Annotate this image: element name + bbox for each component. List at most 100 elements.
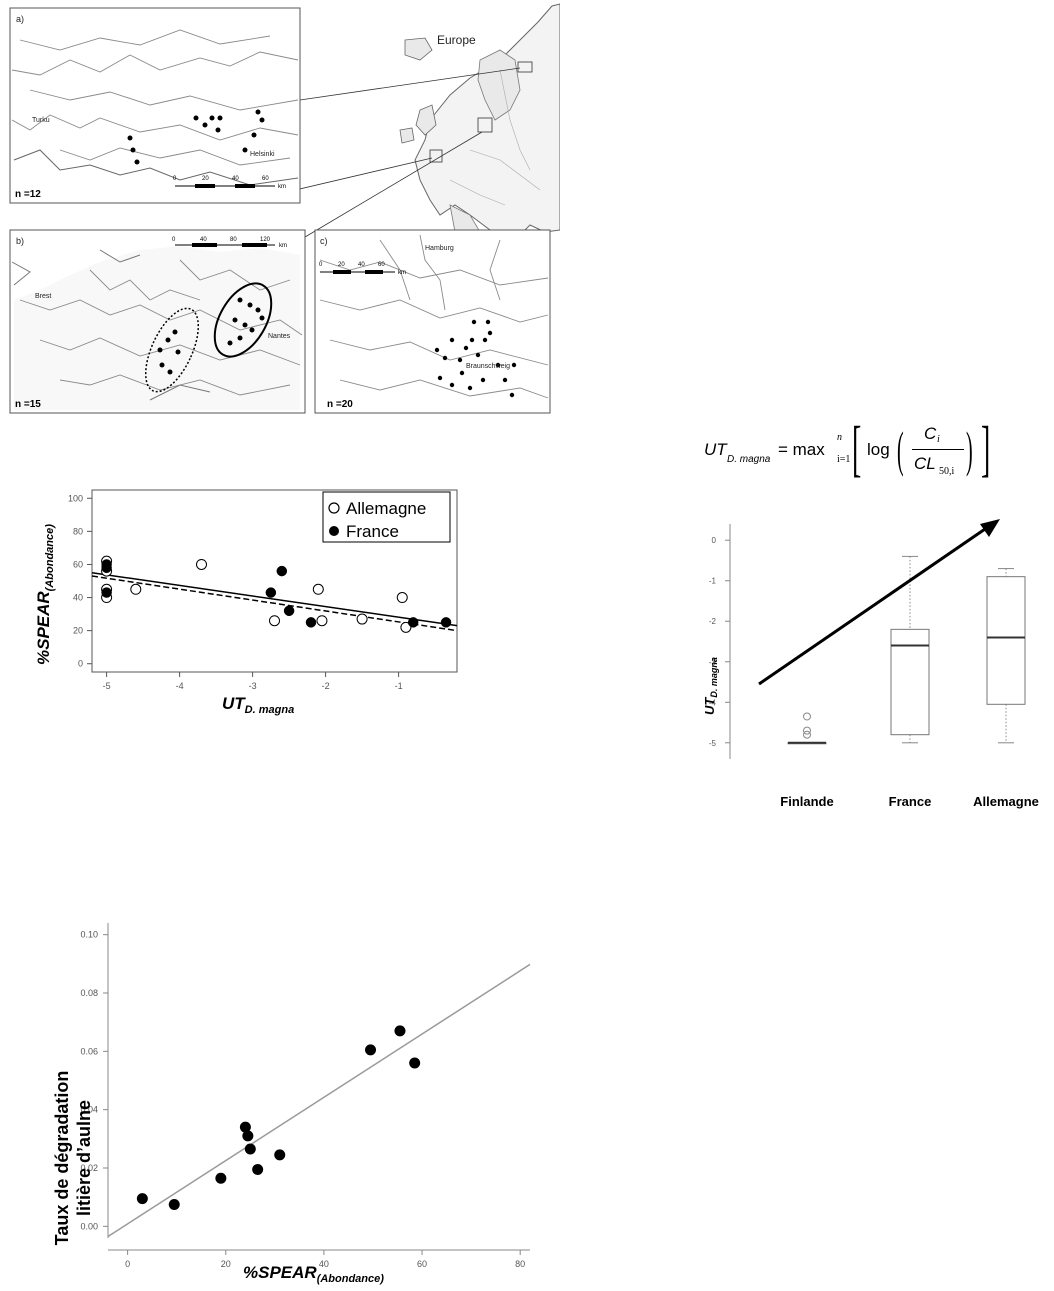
y-tick-label: 100	[68, 493, 83, 503]
svg-text:km: km	[398, 270, 406, 276]
box	[986, 576, 1026, 705]
data-point-allemagne	[400, 621, 412, 633]
data-point-allemagne	[312, 583, 324, 595]
plot-frame	[91, 489, 458, 673]
panel-c-tag: c)	[320, 236, 328, 246]
legend-marker-allemagne	[328, 502, 340, 514]
y-tick-label: -3	[709, 658, 717, 667]
data-point-france	[305, 617, 317, 628]
legend-label: France	[346, 522, 399, 541]
scatter-spear-vs-ut: 0 20 40 60 80 100 -5 -4 -3 -2 -1 %SPEAR(Abondance)…	[34, 489, 458, 691]
panel-a-n: n =12	[15, 189, 41, 200]
svg-text:0: 0	[173, 176, 177, 182]
data-point-allemagne	[356, 613, 368, 625]
legend-marker-france	[329, 526, 339, 536]
data-point	[239, 1121, 251, 1133]
x-tick-label: -5	[103, 681, 111, 691]
y-tick-label: -4	[709, 698, 717, 707]
legend-label: Allemagne	[346, 499, 426, 518]
city-label: Brest	[35, 293, 51, 300]
study-area-maps: Europe a) Turku Helsinki 0 20 40 60 km n…	[9, 3, 560, 414]
fit-line-dashed	[91, 575, 458, 632]
scale-bar: 0 20 40 60 km	[173, 176, 286, 190]
data-point-france	[101, 587, 112, 598]
data-point	[274, 1149, 286, 1161]
svg-text:40: 40	[200, 237, 207, 243]
x-tick-label: -4	[176, 681, 184, 691]
map-panel-b: b) Brest Nantes 0 40 80 120 km n =15	[9, 229, 306, 414]
y-tick-label: 20	[73, 626, 83, 636]
y-tick-label: 0	[78, 659, 83, 669]
y-tick-label: 80	[73, 526, 83, 536]
y-tick-label: 0.06	[80, 1046, 98, 1056]
y-tick-label: 0.10	[80, 930, 98, 940]
x-tick-label: 40	[319, 1259, 329, 1269]
data-point	[409, 1057, 421, 1069]
data-point	[215, 1172, 227, 1184]
x-tick-label: 80	[515, 1259, 525, 1269]
data-point	[244, 1143, 256, 1155]
y-axis-label: UTD. magna	[702, 657, 719, 715]
outlier-point	[803, 712, 811, 721]
data-point-allemagne	[196, 558, 207, 570]
outlier-point	[803, 726, 811, 735]
y-tick-label: -1	[709, 577, 717, 586]
svg-text:20: 20	[202, 176, 209, 182]
svg-text:80: 80	[230, 237, 237, 243]
y-axis-label: %SPEAR(Abondance)	[34, 524, 56, 665]
y-tick-label: 0.08	[80, 988, 98, 998]
x-tick-label: 60	[417, 1259, 427, 1269]
y-axis-label-line2: litière d’aulne	[74, 1100, 94, 1216]
legend: Allemagne France	[322, 491, 451, 543]
data-point-allemagne	[130, 583, 142, 595]
fit-line-solid	[91, 571, 458, 627]
y-tick-label: 40	[73, 593, 83, 603]
y-tick-label: 60	[73, 559, 83, 569]
data-point-allemagne	[316, 615, 328, 627]
data-point	[242, 1130, 254, 1142]
x-category-label: Allemagne	[973, 794, 1039, 809]
data-point-allemagne	[396, 592, 408, 604]
panel-b-tag: b)	[16, 236, 24, 246]
map-panel-c: c) Hamburg Braunschweig 0 20 40 60 km n …	[314, 229, 551, 414]
svg-text:40: 40	[232, 176, 239, 182]
svg-text:km: km	[278, 184, 286, 190]
city-label: Braunschweig	[466, 363, 510, 370]
data-point	[252, 1163, 264, 1175]
data-point-allemagne	[269, 615, 280, 627]
data-point	[136, 1193, 148, 1205]
panel-b-n: n =15	[15, 399, 41, 410]
outlier-point	[803, 730, 811, 739]
svg-text:60: 60	[378, 262, 385, 268]
svg-text:km: km	[279, 243, 287, 249]
data-point-france	[407, 617, 419, 628]
svg-text:60: 60	[262, 176, 269, 182]
x-tick-label: -2	[322, 681, 330, 691]
data-point-france	[101, 562, 112, 574]
x-tick-label: -3	[249, 681, 257, 691]
x-category-label: France	[889, 794, 932, 809]
y-tick-label: 0	[712, 536, 717, 545]
x-category-label: Finlande	[780, 794, 833, 809]
panel-a-tag: a)	[16, 14, 24, 24]
svg-text:0: 0	[319, 262, 323, 268]
fit-line	[107, 963, 531, 1238]
x-tick-label: 0	[125, 1259, 130, 1269]
scale-bar: 0 20 40 60 km	[319, 262, 406, 276]
map-panel-a: a) Turku Helsinki 0 20 40 60 km n =12	[9, 7, 301, 204]
y-tick-label: 0.04	[80, 1105, 98, 1115]
data-point	[168, 1198, 180, 1210]
y-tick-label: 0.00	[80, 1221, 98, 1231]
x-axis-label: UTD. magna	[222, 694, 295, 716]
y-tick-label: -2	[709, 617, 717, 626]
svg-text:0: 0	[172, 237, 176, 243]
panel-c-n: n =20	[327, 399, 353, 410]
data-point-france	[276, 565, 288, 577]
trend-arrow	[758, 519, 1000, 686]
y-tick-label: -5	[709, 739, 717, 748]
box	[890, 628, 930, 736]
x-tick-label: 20	[221, 1259, 231, 1269]
boxplot-ut-by-region: 0 -1 -2 -3 -4 -5 Finlande France Allemagne UTD. …	[702, 519, 1039, 809]
data-point	[365, 1044, 377, 1056]
y-tick-label: 0.02	[80, 1163, 98, 1173]
